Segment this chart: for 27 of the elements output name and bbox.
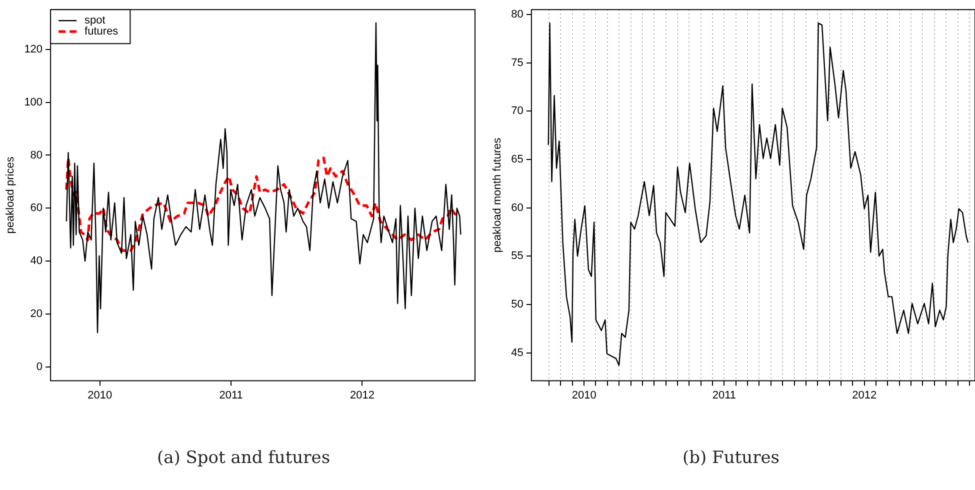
x-tick-label: 2010 (88, 389, 112, 402)
y-tick-label: 100 (24, 96, 43, 108)
legend-label: spot (84, 14, 106, 27)
y-tick-label: 20 (30, 308, 43, 320)
y-axis-title: peakload prices (4, 156, 17, 234)
x-tick-label: 2012 (852, 389, 877, 402)
y-tick-label: 80 (511, 8, 524, 20)
text: (a) Spot and futures (156, 448, 332, 468)
y-tick-label: 60 (30, 202, 43, 214)
legend-label: futures (84, 26, 119, 38)
x-tick-label: 2011 (712, 389, 736, 402)
y-tick-label: 60 (511, 202, 524, 214)
y-tick-label: 80 (30, 149, 43, 162)
y-axis-title: peakload month futures (492, 137, 504, 253)
y-tick-label: 40 (30, 255, 43, 268)
y-tick-label: 45 (511, 346, 524, 359)
y-tick-label: 50 (511, 298, 524, 310)
y-tick-label: 75 (511, 56, 524, 69)
text: (b) Futures (682, 448, 780, 468)
y-tick-label: 65 (511, 153, 524, 166)
y-tick-label: 70 (511, 105, 524, 118)
x-tick-label: 2011 (219, 389, 243, 402)
y-tick-label: 0 (36, 361, 43, 374)
y-tick-label: 120 (24, 43, 43, 56)
x-tick-label: 2010 (572, 389, 596, 402)
x-tick-label: 2012 (350, 389, 374, 402)
y-tick-label: 55 (511, 250, 524, 262)
